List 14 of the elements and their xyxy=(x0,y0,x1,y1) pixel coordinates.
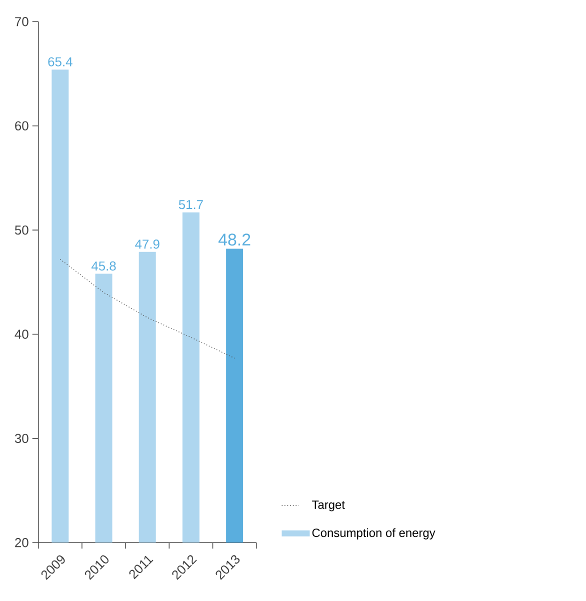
y-tick-label: 30 xyxy=(14,434,28,444)
data-label: 51.7 xyxy=(178,200,203,210)
data-label: 48.2 xyxy=(218,234,250,246)
y-tick-label: 20 xyxy=(15,538,28,548)
y-tick-label: 70 xyxy=(15,17,28,26)
y-tick-label: 60 xyxy=(15,121,28,130)
y-tick-label: 40 xyxy=(14,330,28,339)
line-series xyxy=(60,258,235,359)
data-label: 47.9 xyxy=(135,240,160,249)
y-tick-label: 50 xyxy=(14,225,28,235)
data-label: 65.4 xyxy=(48,57,72,66)
legend-label: Target xyxy=(312,500,345,512)
data-label: 45.8 xyxy=(91,261,116,271)
legend-label: Consumption of energy xyxy=(312,528,436,540)
